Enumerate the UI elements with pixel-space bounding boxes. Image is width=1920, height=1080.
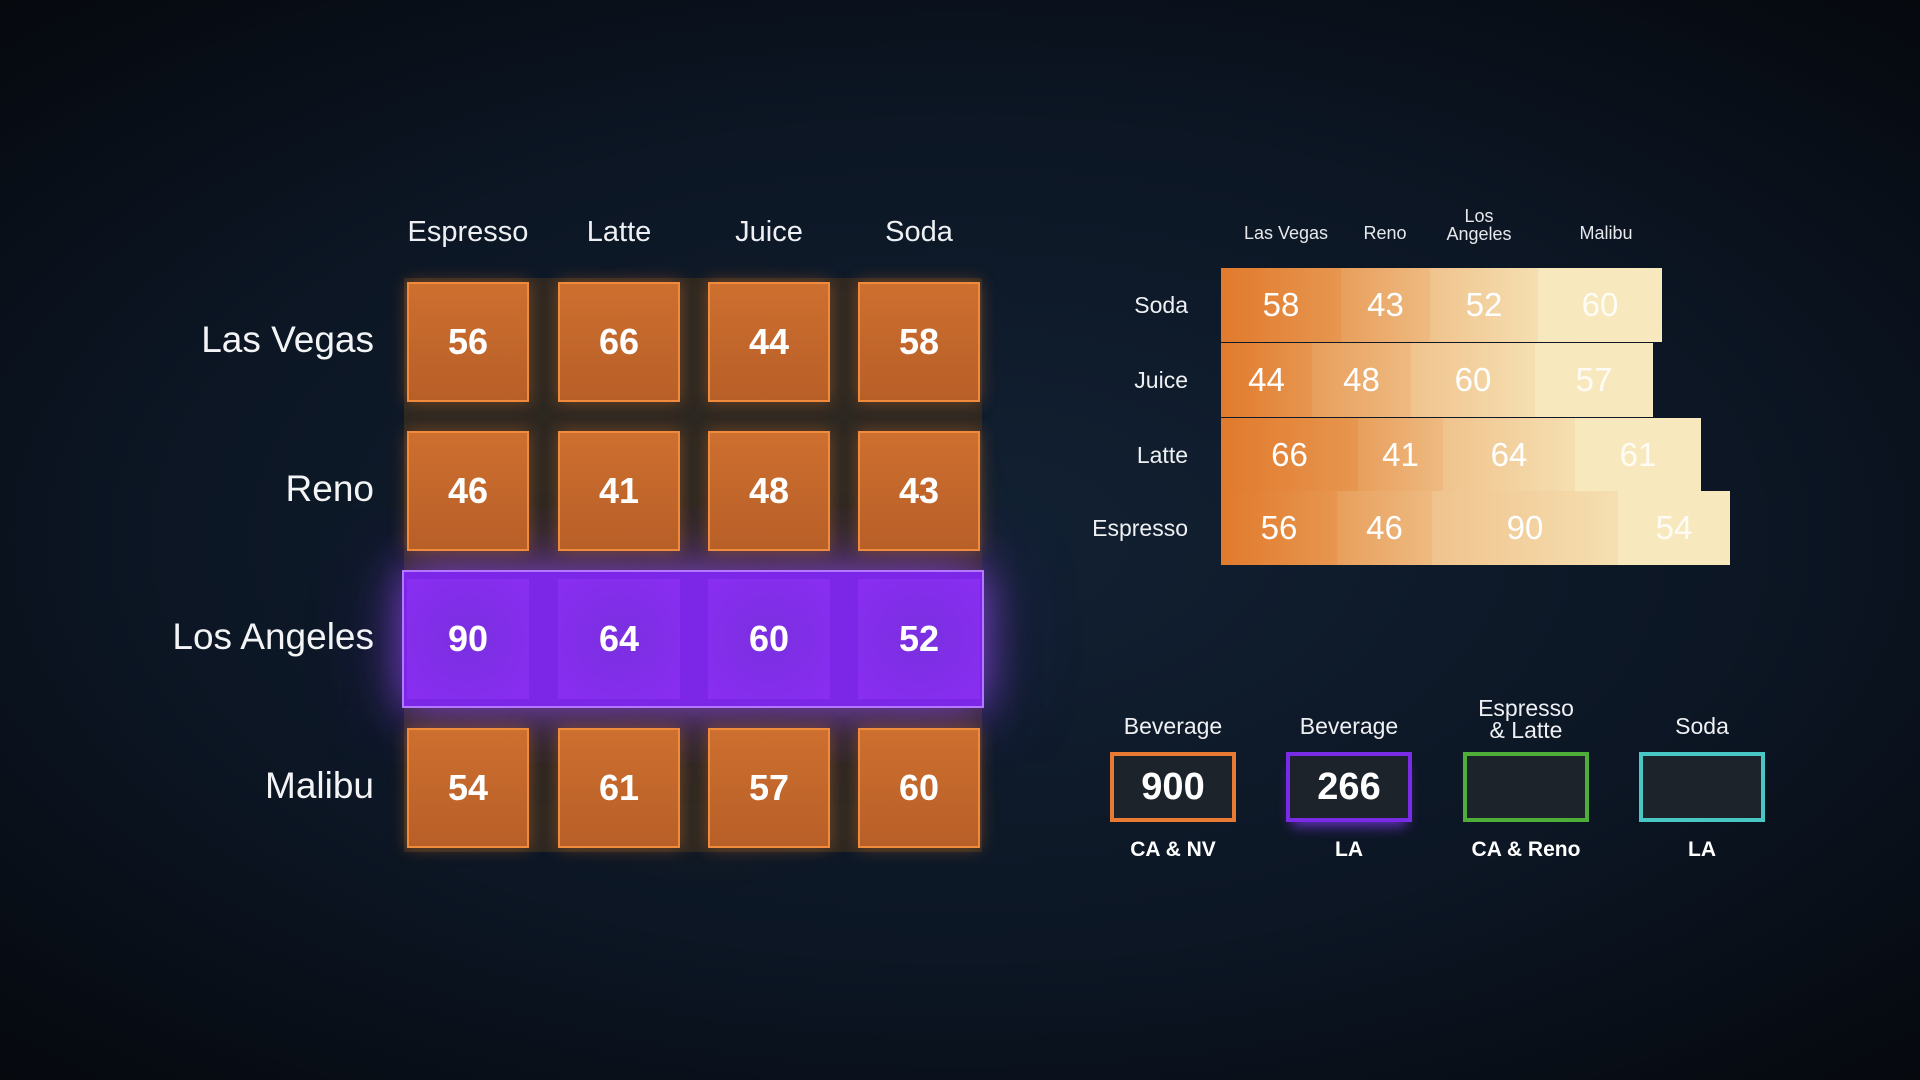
summary-label: Espresso & Latte (1478, 695, 1574, 743)
row-label: Espresso (1092, 515, 1188, 541)
column-header: Latte (586, 216, 652, 248)
grid-cell: 44 (708, 282, 830, 402)
stack-segment: 64 (1443, 418, 1575, 492)
grid-cell: 64 (558, 579, 680, 699)
grid-cell: 60 (708, 579, 830, 699)
summary-label: Soda (1675, 713, 1729, 739)
row-label: Soda (1134, 292, 1188, 318)
stack-segment: 52 (1430, 268, 1538, 342)
grid-cell: 66 (558, 282, 680, 402)
grid-cell: 61 (558, 728, 680, 848)
stack-segment: 48 (1312, 343, 1411, 417)
row-label: Juice (1134, 367, 1188, 393)
stack-segment: 57 (1535, 343, 1653, 417)
grid-cell: 90 (407, 579, 529, 699)
summary-sublabel: LA (1335, 838, 1363, 861)
grid-cell: 46 (407, 431, 529, 551)
column-header: Soda (885, 216, 953, 248)
stack-segment: 60 (1411, 343, 1535, 417)
column-header: Espresso (407, 216, 529, 248)
summary-value-box (1463, 752, 1589, 822)
summary-sublabel: CA & NV (1130, 838, 1216, 861)
grid-cell: 43 (858, 431, 980, 551)
grid-cell: 41 (558, 431, 680, 551)
summary-label: Beverage (1299, 713, 1399, 739)
row-header: Las Vegas (201, 319, 374, 360)
column-label: Malibu (1579, 223, 1633, 243)
column-header: Juice (735, 216, 803, 248)
stack-segment: 54 (1618, 491, 1730, 565)
grid-cell: 56 (407, 282, 529, 402)
row-header: Malibu (265, 765, 374, 806)
grid-cell: 48 (708, 431, 830, 551)
stack-segment: 66 (1221, 418, 1358, 492)
column-label: Las Vegas (1243, 223, 1329, 243)
grid-cell: 57 (708, 728, 830, 848)
stack-segment: 61 (1575, 418, 1701, 492)
summary-value-box: 900 (1110, 752, 1236, 822)
column-label: Reno (1363, 223, 1407, 243)
grid-cell: 52 (858, 579, 980, 699)
stack-segment: 46 (1337, 491, 1432, 565)
summary-sublabel: CA & Reno (1471, 838, 1581, 861)
stack-segment: 60 (1538, 268, 1662, 342)
stack-segment: 56 (1221, 491, 1337, 565)
stack-segment: 43 (1341, 268, 1430, 342)
row-header: Reno (285, 468, 374, 509)
summary-sublabel: LA (1688, 838, 1716, 861)
stack-segment: 41 (1358, 418, 1443, 492)
stack-segment: 58 (1221, 268, 1341, 342)
grid-cell: 54 (407, 728, 529, 848)
summary-label: Beverage (1123, 713, 1223, 739)
row-label: Latte (1136, 442, 1188, 468)
summary-value-box: 266 (1286, 752, 1412, 822)
grid-cell: 60 (858, 728, 980, 848)
summary-value-box (1639, 752, 1765, 822)
stack-segment: 44 (1221, 343, 1312, 417)
grid-cell: 58 (858, 282, 980, 402)
row-header: Los Angeles (172, 616, 374, 657)
column-label: Los Angeles (1446, 206, 1512, 244)
stack-segment: 90 (1432, 491, 1618, 565)
